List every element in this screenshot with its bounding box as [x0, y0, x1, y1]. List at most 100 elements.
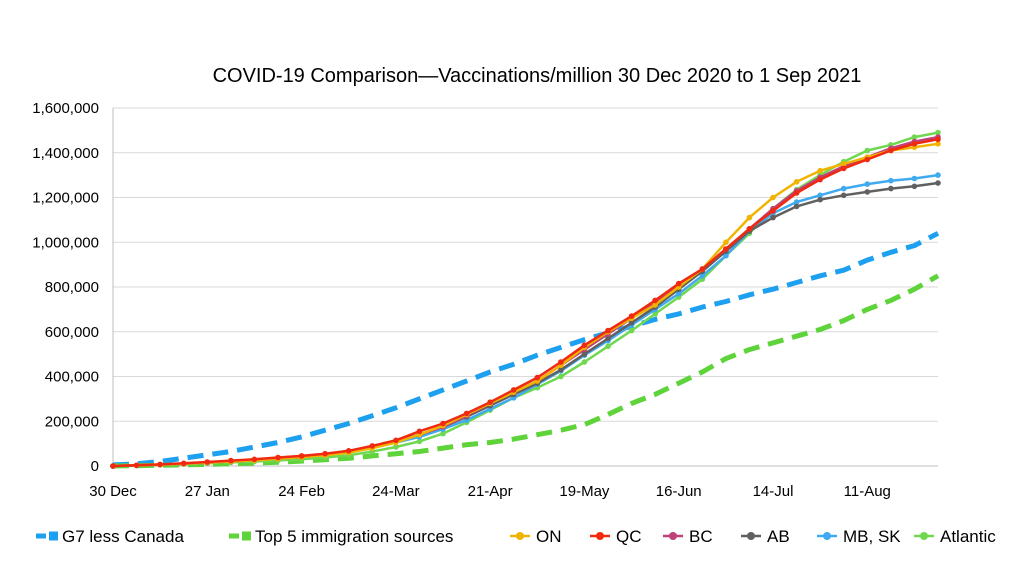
legend-item: MB, SK: [817, 527, 901, 546]
data-point: [251, 456, 258, 463]
y-tick-label: 0: [91, 458, 99, 475]
x-tick-label: 21-Apr: [468, 483, 513, 500]
legend-item: Top 5 immigration sources: [229, 527, 453, 546]
grid: [113, 107, 938, 422]
series-g7-less-canada: [112, 231, 940, 468]
series-top-5-immigration-sources: [112, 273, 940, 469]
data-point: [911, 175, 918, 182]
data-point: [935, 136, 941, 143]
legend-label: Top 5 immigration sources: [255, 527, 453, 546]
data-point: [746, 214, 753, 221]
data-point: [840, 192, 847, 199]
data-point: [864, 147, 871, 154]
series-mb-sk: [110, 172, 941, 469]
data-point: [416, 428, 423, 435]
data-point: [322, 450, 328, 457]
legend-label: ON: [536, 527, 562, 546]
series-ab: [110, 180, 941, 469]
x-tick-label: 24-Mar: [372, 483, 420, 500]
data-point: [204, 459, 211, 465]
data-point: [510, 387, 517, 393]
data-point: [628, 327, 635, 334]
data-point: [675, 280, 682, 287]
legend-marker: [242, 531, 251, 541]
data-point: [840, 185, 847, 192]
y-tick-label: 1,400,000: [32, 145, 99, 162]
data-point: [864, 189, 871, 195]
data-point: [888, 147, 894, 154]
data-point: [675, 290, 682, 297]
x-tick-label: 19-May: [559, 483, 610, 500]
legend-item: Atlantic: [914, 527, 996, 546]
data-point: [793, 179, 800, 185]
data-point: [416, 438, 423, 445]
data-point: [935, 180, 941, 186]
data-point: [133, 462, 140, 469]
data-point: [911, 141, 918, 147]
data-point: [935, 141, 941, 147]
data-point: [652, 311, 658, 317]
data-point: [817, 176, 823, 183]
data-point: [157, 461, 163, 468]
data-point: [888, 185, 894, 192]
data-point: [275, 454, 281, 461]
data-point: [793, 199, 800, 205]
data-point: [723, 246, 729, 252]
data-point: [180, 460, 187, 467]
series-line: [112, 142, 939, 468]
axes: 0 200,000 400,000 600,000 800,000 1,000,000 1,…: [32, 100, 938, 500]
data-point: [558, 373, 564, 380]
data-point: [911, 134, 918, 140]
data-point: [393, 444, 399, 450]
data-point: [558, 359, 564, 365]
data-point: [605, 335, 611, 342]
data-point: [746, 226, 753, 232]
data-point: [605, 327, 611, 334]
data-point: [652, 302, 658, 308]
data-point: [864, 181, 871, 187]
y-tick-label: 1,000,000: [32, 234, 99, 251]
data-point: [652, 297, 658, 304]
legend-label: BC: [689, 527, 713, 546]
data-point: [817, 167, 823, 174]
series-layer: [110, 129, 941, 469]
data-point: [793, 190, 800, 196]
legend-item: QC: [590, 527, 642, 546]
legend-item: ON: [510, 527, 562, 546]
y-tick-label: 1,200,000: [32, 190, 99, 207]
x-tick-label: 16-Jun: [656, 483, 702, 500]
series-line: [112, 173, 939, 468]
legend-marker: [920, 532, 928, 540]
legend-label: MB, SK: [843, 527, 901, 546]
data-point: [393, 437, 399, 444]
legend-label: G7 less Canada: [62, 527, 184, 546]
y-tick-label: 600,000: [45, 324, 99, 341]
legend-marker: [49, 531, 58, 541]
legend-label: QC: [616, 527, 642, 546]
data-point: [345, 448, 352, 454]
data-point: [534, 374, 541, 381]
series-bc: [110, 134, 941, 469]
data-point: [864, 156, 871, 163]
x-tick-label: 24 Feb: [278, 483, 325, 500]
series-line: [112, 273, 940, 469]
legend-label: Atlantic: [940, 527, 996, 546]
legend-item: BC: [663, 527, 713, 546]
data-point: [581, 342, 588, 349]
data-point: [228, 457, 234, 464]
data-point: [911, 183, 918, 190]
data-point: [558, 367, 564, 373]
data-point: [935, 129, 941, 136]
legend-item: G7 less Canada: [36, 527, 184, 546]
y-tick-label: 800,000: [45, 279, 99, 296]
data-point: [770, 214, 776, 221]
y-tick-label: 1,600,000: [32, 100, 99, 117]
legend-marker: [516, 532, 524, 540]
data-point: [298, 453, 305, 459]
series-line: [112, 138, 939, 468]
y-tick-label: 200,000: [45, 413, 99, 430]
x-tick-label: 11-Aug: [844, 483, 891, 500]
data-point: [699, 273, 706, 279]
data-point: [840, 165, 847, 172]
